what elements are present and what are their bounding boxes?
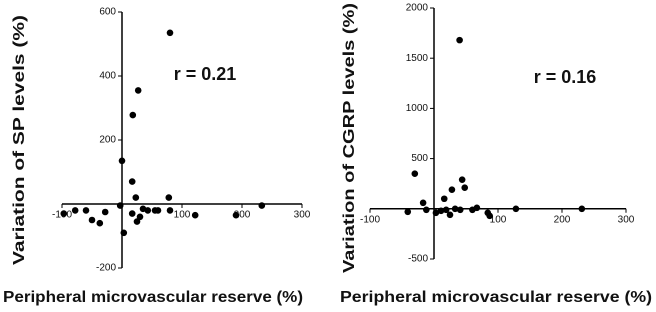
point [486,212,493,220]
point [512,205,520,213]
y-tick-label: -200 [96,263,116,274]
y-tick-label: -500 [408,254,428,265]
point [134,87,142,94]
point [461,184,469,192]
y-axis-title: Variation of SP levels (%) [11,15,28,265]
point [128,210,136,217]
x-tick-label: 200 [554,214,571,225]
point [82,207,90,214]
point [411,170,419,177]
point [116,202,124,209]
point [432,209,440,217]
y-tick-label: 500 [411,153,428,164]
x-tick-label: 300 [294,210,311,221]
point [191,211,199,219]
point [404,208,412,216]
point [136,213,144,221]
point [144,207,152,214]
point [451,205,459,213]
y-tick-label: 1000 [406,103,429,114]
point [120,229,128,237]
point [258,202,266,209]
point [458,176,466,183]
point [166,29,174,37]
x-axis-title: Peripheral microvascular reserve (%) [340,289,652,306]
point [128,178,136,185]
point [88,216,96,224]
point [423,206,430,214]
point [129,111,137,119]
point [446,211,454,219]
y-tick-label: 200 [99,135,116,146]
x-tick-label: 100 [174,210,191,221]
point [132,194,140,201]
annotation: r = 0.21 [174,64,237,84]
point [448,186,456,194]
point [437,207,445,215]
y-tick-label: 1500 [406,53,429,64]
y-tick-label: 400 [99,71,116,82]
y-tick-label: 600 [99,7,116,18]
x-tick-label: 100 [490,214,507,225]
point [165,194,173,201]
x-tick-label: 200 [234,210,251,221]
x-tick-label: 300 [618,214,635,225]
point [473,204,481,212]
point [456,36,463,44]
point [118,157,126,165]
x-axis-title: Peripheral microvascular reserve (%) [3,289,303,306]
point [60,210,68,217]
point [419,199,427,207]
point [442,206,450,214]
point [71,207,79,214]
point [101,208,109,216]
y-axis-title: Variation of CGRP levels (%) [341,3,358,273]
point [456,206,464,214]
point [96,219,104,227]
annotation: r = 0.16 [534,67,597,87]
point [154,207,162,214]
point [440,195,448,203]
y-tick-label: 2000 [406,3,429,14]
point [166,207,174,214]
point [578,205,586,213]
x-tick-label: -100 [360,214,380,225]
point [133,218,141,225]
point [232,211,240,219]
